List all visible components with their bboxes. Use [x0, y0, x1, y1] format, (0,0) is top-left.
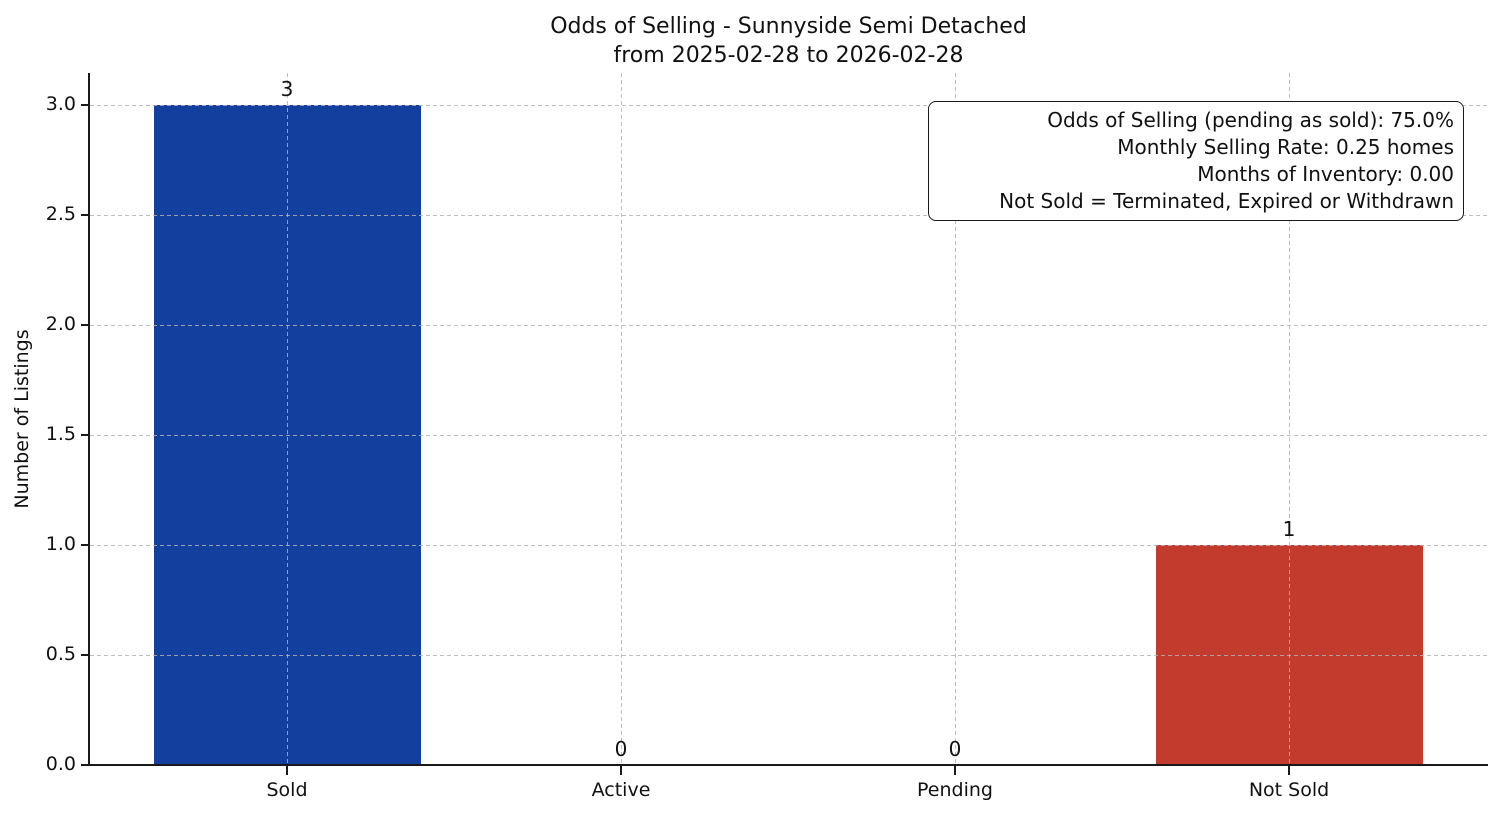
y-tick-mark-0.0	[81, 764, 90, 766]
bar-value-sold: 3	[280, 77, 294, 101]
y-tick-mark-2.0	[81, 324, 90, 326]
y-tick-mark-3.0	[81, 104, 90, 106]
bar-value-pending: 0	[948, 737, 962, 761]
v-gridline-not-sold	[1289, 73, 1291, 765]
x-tick-label-pending: Pending	[917, 779, 993, 801]
y-axis-spine	[88, 73, 91, 766]
bar-value-active: 0	[614, 737, 628, 761]
x-tick-label-sold: Sold	[266, 779, 308, 801]
x-tick-mark-active	[620, 766, 622, 775]
x-tick-label-active: Active	[591, 779, 651, 801]
h-gridline-1.5	[90, 435, 1487, 437]
chart-subtitle: from 2025-02-28 to 2026-02-28	[613, 43, 964, 68]
x-tick-mark-pending	[954, 766, 956, 775]
h-gridline-1.0	[90, 545, 1487, 547]
h-gridline-3.0	[90, 105, 1487, 107]
chart-title: Odds of Selling - Sunnyside Semi Detache…	[550, 14, 1027, 39]
x-tick-mark-not-sold	[1288, 766, 1290, 775]
y-tick-label: 2.0	[45, 313, 76, 335]
y-tick-label: 0.0	[45, 753, 76, 775]
v-gridline-active	[621, 73, 623, 765]
y-tick-label: 1.5	[45, 423, 76, 445]
v-gridline-sold	[287, 73, 289, 765]
x-tick-label-not-sold: Not Sold	[1248, 779, 1330, 801]
y-tick-mark-0.5	[81, 654, 90, 656]
h-gridline-2.5	[90, 215, 1487, 217]
annotation-line-not-sold-note: Not Sold = Terminated, Expired or Withdr…	[999, 189, 1454, 213]
annotation-line-inventory: Months of Inventory: 0.00	[1197, 162, 1454, 186]
h-gridline-0.5	[90, 655, 1487, 657]
annotation-line-odds: Odds of Selling (pending as sold): 75.0%	[1047, 108, 1454, 132]
x-tick-mark-sold	[286, 766, 288, 775]
y-tick-mark-2.5	[81, 214, 90, 216]
y-tick-mark-1.5	[81, 434, 90, 436]
stats-annotation-box: Odds of Selling (pending as sold): 75.0%…	[928, 101, 1464, 221]
y-tick-mark-1.0	[81, 544, 90, 546]
chart-title-block: Odds of Selling - Sunnyside Semi Detache…	[90, 12, 1487, 70]
bar-value-not-sold: 1	[1282, 517, 1296, 541]
y-tick-label: 2.5	[45, 203, 76, 225]
annotation-line-selling-rate: Monthly Selling Rate: 0.25 homes	[1117, 135, 1454, 159]
y-tick-label: 1.0	[45, 533, 76, 555]
y-tick-label: 3.0	[45, 93, 76, 115]
h-gridline-2.0	[90, 325, 1487, 327]
y-axis-label: Number of Listings	[11, 329, 33, 509]
v-gridline-pending	[955, 73, 957, 765]
y-tick-label: 0.5	[45, 643, 76, 665]
x-axis-spine	[88, 764, 1488, 767]
